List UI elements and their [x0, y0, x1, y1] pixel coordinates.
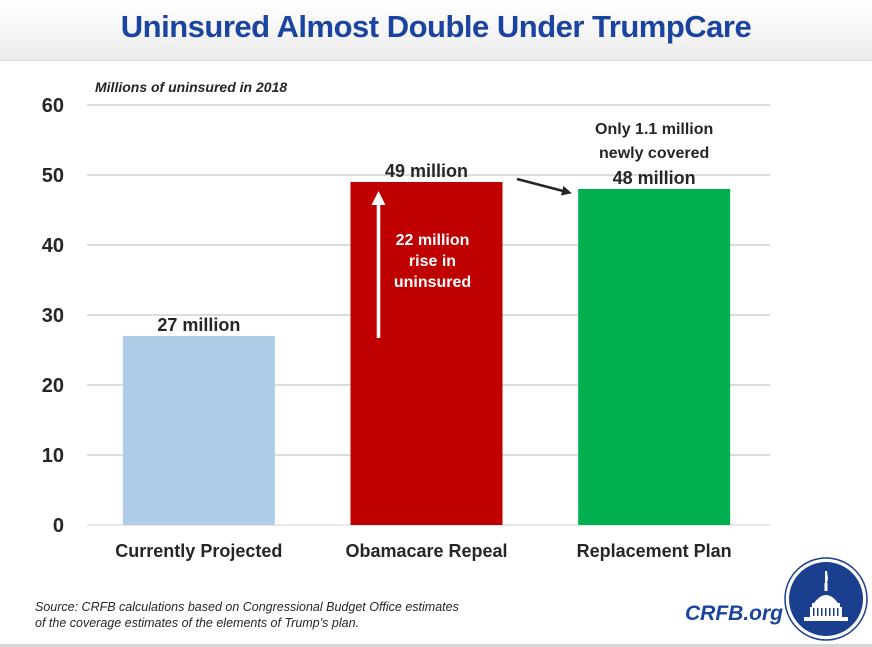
x-axis-label: Currently Projected: [115, 541, 282, 561]
chart-subtitle: Millions of uninsured in 2018: [95, 79, 288, 95]
x-axis-labels: Currently Projected Obamacare Repeal Repla…: [115, 541, 731, 561]
data-labels: 27 million 49 million 48 million: [157, 161, 695, 335]
brand-link[interactable]: CRFB.org: [685, 602, 783, 625]
data-label: 48 million: [613, 168, 696, 188]
y-tick-label: 50: [42, 165, 64, 187]
y-tick-label: 30: [42, 305, 64, 327]
source-note: Source: CRFB calculations based on Congr…: [35, 599, 505, 631]
coverage-annotation-text: Only 1.1 million: [595, 121, 713, 138]
y-axis-ticks: 0 10 20 30 40 50 60: [42, 95, 64, 537]
source-line: Source: CRFB calculations based on Congr…: [35, 600, 459, 614]
rise-annotation-text: uninsured: [394, 274, 471, 291]
x-axis-label: Obamacare Repeal: [345, 541, 507, 561]
y-tick-label: 60: [42, 95, 64, 117]
coverage-annotation-text: newly covered: [599, 145, 709, 162]
y-tick-label: 40: [42, 235, 64, 257]
y-tick-label: 0: [53, 515, 64, 537]
data-label: 27 million: [157, 315, 240, 335]
data-label: 49 million: [385, 161, 468, 181]
source-line: of the coverage estimates of the element…: [35, 616, 360, 630]
annotations: 22 million rise in uninsured Only 1.1 milli…: [371, 121, 713, 338]
y-tick-label: 20: [42, 375, 64, 397]
rise-annotation-text: 22 million: [396, 232, 470, 249]
chart-title: Uninsured Almost Double Under TrumpCare: [120, 9, 752, 44]
capitol-dome-logo-icon: [784, 557, 868, 641]
x-axis-label: Replacement Plan: [577, 541, 732, 561]
bars: [122, 182, 731, 525]
footer-divider: [0, 644, 872, 647]
bar: [122, 336, 275, 525]
bar: [350, 182, 503, 525]
y-tick-label: 10: [42, 445, 64, 467]
coverage-arrow: [516, 177, 572, 196]
bar: [578, 189, 731, 525]
rise-annotation-text: rise in: [409, 253, 456, 270]
header-banner: Uninsured Almost Double Under TrumpCare: [0, 0, 872, 61]
